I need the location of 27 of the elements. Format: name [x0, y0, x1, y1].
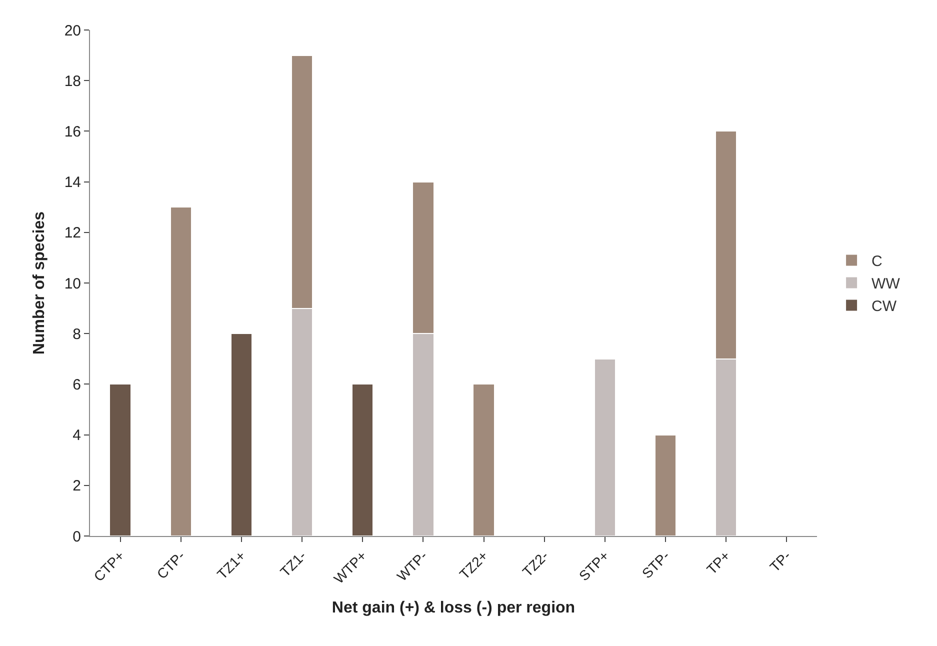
x-tick-label: TP+: [703, 548, 734, 578]
y-tick-label: 2: [72, 478, 81, 495]
y-tick-label: 14: [64, 174, 81, 192]
bar: [109, 384, 132, 536]
bar: [170, 206, 192, 536]
y-tick-label: 16: [64, 123, 81, 140]
y-tick-label: 8: [72, 326, 81, 343]
y-tick-label: 18: [64, 72, 81, 90]
x-axis-title: Net gain (+) & loss (-) per region: [332, 599, 576, 616]
legend-label: CW: [872, 298, 898, 316]
x-tick-label: TZ1-: [276, 547, 310, 580]
y-tick-label: 0: [72, 528, 81, 546]
bar: [230, 333, 253, 536]
y-axis-title: Number of species: [31, 211, 48, 355]
x-tick-label: TZ2-: [519, 547, 552, 580]
legend-label: C: [872, 253, 883, 270]
y-tick-label: 12: [64, 224, 81, 242]
bar: [352, 384, 374, 536]
bar: [472, 384, 495, 536]
y-tick-label: 10: [64, 275, 81, 292]
y-tick-label: 6: [72, 376, 81, 394]
legend-label: WW: [872, 276, 901, 293]
y-tick-label: 4: [72, 427, 81, 444]
bar: [654, 434, 677, 536]
x-tick-label: TP-: [766, 547, 794, 575]
bar: [594, 358, 616, 536]
y-tick-label: 20: [64, 22, 81, 40]
